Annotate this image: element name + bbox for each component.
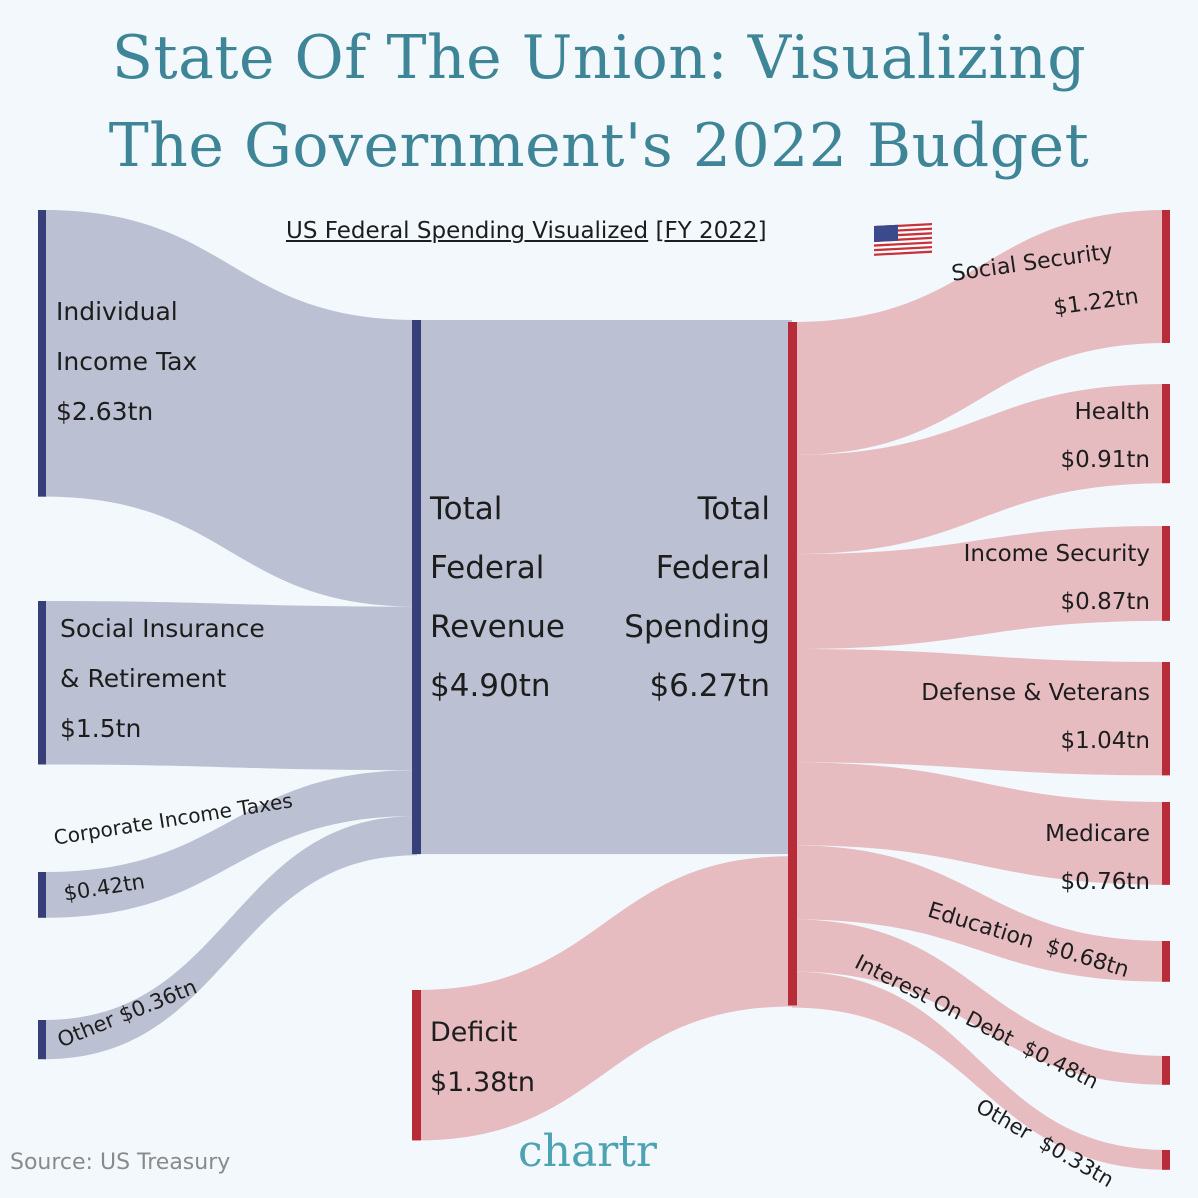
flow-source-1 bbox=[44, 601, 417, 771]
deficit-label: Deficit $1.38tn bbox=[430, 1008, 535, 1108]
label-line: Deficit bbox=[430, 1017, 518, 1048]
chart-subtitle: US Federal Spending Visualized [FY 2022] bbox=[286, 218, 767, 244]
label-line: Income Tax bbox=[56, 347, 198, 376]
label-line: & Retirement bbox=[60, 664, 227, 693]
value-label: $0.91tn bbox=[1060, 447, 1150, 473]
flow-source-2 bbox=[44, 770, 417, 918]
spending-label: Total Federal Spending $6.27tn bbox=[570, 480, 770, 716]
label-line: Health bbox=[1074, 399, 1150, 425]
target-bar-2 bbox=[1162, 526, 1170, 621]
target-label-income-security: Income Security $0.87tn bbox=[860, 530, 1150, 626]
flow-target-7 bbox=[792, 971, 1168, 1170]
target-bar-3 bbox=[1162, 662, 1170, 776]
target-bar-4 bbox=[1162, 802, 1170, 885]
label-line: Revenue bbox=[430, 609, 566, 645]
value-label: $1.5tn bbox=[60, 714, 142, 743]
source-bar-3 bbox=[38, 1020, 46, 1060]
flow-target-6 bbox=[792, 919, 1168, 1085]
flow-target-0 bbox=[792, 210, 1168, 455]
title-line-2: The Government's 2022 Budget bbox=[108, 111, 1090, 181]
label-line: Total bbox=[430, 491, 503, 527]
revenue-node-bar bbox=[412, 320, 421, 855]
spending-node-bar bbox=[788, 322, 797, 1006]
target-bar-6 bbox=[1162, 1056, 1170, 1085]
subtitle-bracket: [FY 2022] bbox=[655, 218, 767, 244]
target-bar-5 bbox=[1162, 941, 1170, 982]
deficit-node-bar bbox=[412, 990, 421, 1141]
flow-source-3 bbox=[44, 815, 417, 1060]
label-line: Spending bbox=[624, 609, 770, 645]
value-label: $4.90tn bbox=[430, 668, 551, 704]
label-line: Total bbox=[697, 491, 770, 527]
page-title: State Of The Union: Visualizing The Gove… bbox=[0, 14, 1198, 190]
revenue-label: Total Federal Revenue $4.90tn bbox=[430, 480, 565, 716]
source-bar-2 bbox=[38, 872, 46, 918]
source-note: Source: US Treasury bbox=[10, 1150, 231, 1175]
target-bar-7 bbox=[1162, 1150, 1170, 1170]
label-line: Federal bbox=[430, 550, 545, 586]
deficit-flow bbox=[417, 856, 792, 1141]
flow-target-5 bbox=[792, 845, 1168, 982]
subtitle-text: US Federal Spending Visualized bbox=[286, 218, 649, 244]
target-label-medicare: Medicare $0.76tn bbox=[860, 810, 1150, 906]
revenue-flow-block bbox=[417, 320, 792, 855]
flow-target-3 bbox=[792, 649, 1168, 776]
source-bar-1 bbox=[38, 601, 46, 765]
target-label-defense-veterans: Defense & Veterans $1.04tn bbox=[860, 669, 1150, 765]
value-label: $1.38tn bbox=[430, 1067, 535, 1098]
flow-target-2 bbox=[792, 526, 1168, 649]
title-line-1: State Of The Union: Visualizing bbox=[111, 23, 1087, 93]
flow-target-1 bbox=[792, 384, 1168, 555]
target-label-health: Health $0.91tn bbox=[860, 388, 1150, 484]
brand-logo: chartr bbox=[518, 1126, 657, 1177]
value-label: $2.63tn bbox=[56, 397, 154, 426]
label-line: Individual bbox=[56, 297, 178, 326]
value-label: $0.76tn bbox=[1060, 869, 1150, 895]
label-line: Federal bbox=[655, 550, 770, 586]
target-bar-0 bbox=[1162, 210, 1170, 343]
source-label-social-insurance: Social Insurance & Retirement $1.5tn bbox=[60, 604, 265, 754]
flow-source-0 bbox=[44, 210, 417, 607]
label-line: Defense & Veterans bbox=[921, 680, 1150, 706]
value-label: $1.04tn bbox=[1060, 728, 1150, 754]
value-label: $0.87tn bbox=[1060, 589, 1150, 615]
target-bar-1 bbox=[1162, 384, 1170, 484]
us-flag-icon bbox=[874, 222, 932, 256]
label-line: Income Security bbox=[963, 541, 1150, 567]
source-label-individual-income-tax: Individual Income Tax $2.63tn bbox=[56, 287, 197, 437]
flow-target-4 bbox=[792, 762, 1168, 885]
label-line: Medicare bbox=[1045, 821, 1150, 847]
value-label: $6.27tn bbox=[649, 668, 770, 704]
label-line: Social Insurance bbox=[60, 614, 265, 643]
source-bar-0 bbox=[38, 210, 46, 497]
